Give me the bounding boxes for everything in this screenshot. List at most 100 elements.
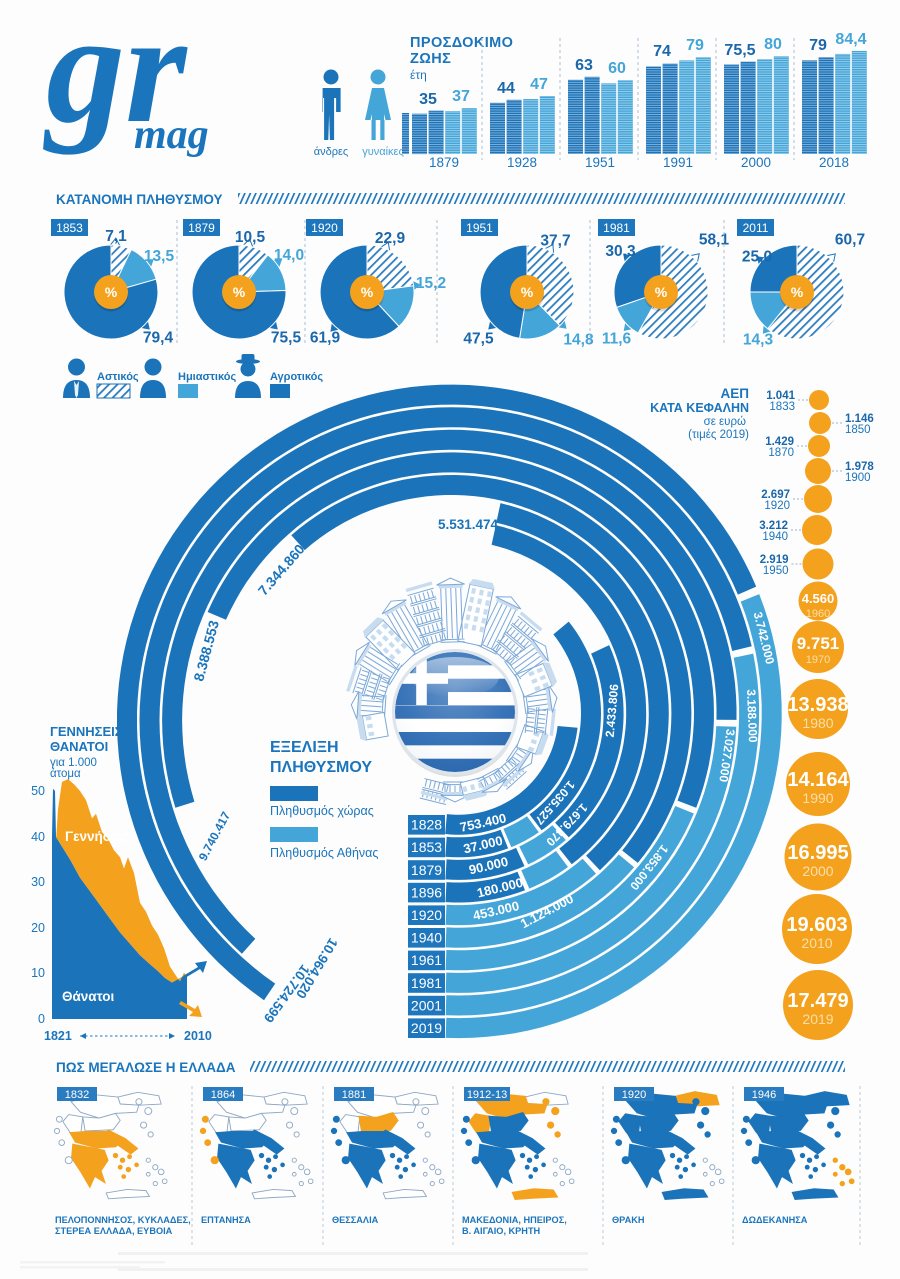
svg-text:13,5: 13,5: [144, 248, 175, 265]
svg-text:60,7: 60,7: [835, 232, 865, 249]
svg-text:1879: 1879: [429, 155, 459, 170]
svg-text:1821: 1821: [44, 1029, 72, 1043]
svg-text:1.146: 1.146: [845, 413, 874, 425]
svg-text:35: 35: [419, 91, 437, 108]
svg-text:gr: gr: [43, 0, 188, 156]
svg-text:ΘΕΣΣΑΛΙΑ: ΘΕΣΣΑΛΙΑ: [332, 1215, 379, 1225]
svg-text:61,9: 61,9: [310, 330, 341, 347]
svg-text:ΠΛΗΘΥΣΜΟΥ: ΠΛΗΘΥΣΜΟΥ: [270, 759, 372, 776]
svg-text:1920: 1920: [311, 221, 338, 235]
svg-text:74: 74: [653, 43, 671, 60]
svg-text:2011: 2011: [743, 221, 769, 235]
svg-text:%: %: [655, 284, 668, 300]
svg-text:ΘΡΑΚΗ: ΘΡΑΚΗ: [612, 1215, 645, 1225]
svg-text:5.531.474: 5.531.474: [438, 517, 499, 532]
svg-text:ΘΑΝΑΤΟΙ: ΘΑΝΑΤΟΙ: [50, 739, 108, 754]
svg-text:2.697: 2.697: [761, 489, 790, 501]
svg-text:25,0: 25,0: [742, 249, 772, 266]
svg-text:30,3: 30,3: [605, 243, 636, 260]
svg-text:1990: 1990: [802, 790, 833, 806]
svg-text:(τιμές 2019): (τιμές 2019): [688, 429, 749, 441]
svg-text:ΠΩΣ ΜΕΓΑΛΩΣΕ Η ΕΛΛΑΔΑ: ΠΩΣ ΜΕΓΑΛΩΣΕ Η ΕΛΛΑΔΑ: [56, 1060, 236, 1075]
svg-text:1850: 1850: [845, 424, 871, 436]
svg-text:1981: 1981: [411, 975, 442, 991]
svg-text:79,4: 79,4: [143, 330, 174, 347]
svg-text:Ημιαστικός: Ημιαστικός: [178, 371, 236, 383]
svg-text:έτη: έτη: [410, 68, 427, 82]
svg-text:37: 37: [452, 88, 470, 105]
svg-text:1879: 1879: [411, 862, 442, 878]
svg-text:4.560: 4.560: [802, 591, 835, 606]
svg-text:1946: 1946: [752, 1089, 776, 1101]
svg-text:ΕΞΕΛΙΞΗ: ΕΞΕΛΙΞΗ: [270, 739, 339, 756]
svg-text:2019: 2019: [802, 1011, 833, 1027]
svg-text:1870: 1870: [768, 447, 794, 459]
svg-text:2010: 2010: [801, 935, 832, 951]
svg-text:2018: 2018: [819, 155, 849, 170]
svg-text:1980: 1980: [802, 715, 833, 731]
svg-text:16.995: 16.995: [787, 842, 848, 864]
svg-text:10,5: 10,5: [235, 229, 266, 246]
svg-text:ΜΑΚΕΔΟΝΙΑ, ΗΠΕΙΡΟΣ,: ΜΑΚΕΔΟΝΙΑ, ΗΠΕΙΡΟΣ,: [462, 1215, 567, 1225]
svg-text:7,1: 7,1: [105, 228, 127, 245]
svg-text:79: 79: [809, 37, 827, 54]
svg-text:Β. ΑΙΓΑΙΟ, ΚΡΗΤΗ: Β. ΑΙΓΑΙΟ, ΚΡΗΤΗ: [462, 1226, 541, 1236]
svg-text:3.212: 3.212: [759, 520, 788, 532]
svg-text:%: %: [105, 284, 118, 300]
svg-text:Θάνατοι: Θάνατοι: [62, 989, 115, 1004]
svg-text:σε ευρώ: σε ευρώ: [704, 416, 746, 428]
svg-text:1928: 1928: [507, 155, 537, 170]
svg-text:14,0: 14,0: [274, 247, 304, 264]
svg-text:1940: 1940: [411, 930, 442, 946]
svg-text:1833: 1833: [769, 401, 795, 413]
svg-text:Αγροτικός: Αγροτικός: [270, 371, 323, 383]
svg-text:Αστικός: Αστικός: [97, 371, 139, 383]
svg-text:άνδρες: άνδρες: [314, 146, 348, 158]
svg-text:ΠΡΟΣΔΟΚΙΜΟ: ΠΡΟΣΔΟΚΙΜΟ: [410, 35, 513, 51]
svg-text:1970: 1970: [806, 654, 830, 666]
svg-text:1950: 1950: [763, 565, 789, 577]
svg-text:10: 10: [31, 966, 45, 980]
svg-text:1960: 1960: [806, 608, 830, 620]
svg-text:1900: 1900: [845, 472, 871, 484]
svg-text:13.938: 13.938: [787, 694, 848, 716]
svg-text:%: %: [791, 284, 804, 300]
svg-text:11,6: 11,6: [602, 331, 632, 348]
svg-text:50: 50: [31, 784, 45, 798]
svg-text:%: %: [521, 284, 534, 300]
svg-text:1920: 1920: [764, 500, 790, 512]
svg-text:άτομα: άτομα: [50, 768, 81, 780]
svg-text:1.429: 1.429: [765, 436, 794, 448]
svg-text:ΖΩΗΣ: ΖΩΗΣ: [410, 51, 451, 67]
svg-text:14.164: 14.164: [787, 769, 849, 791]
svg-text:mag: mag: [134, 112, 209, 158]
svg-text:2001: 2001: [411, 997, 442, 1013]
svg-text:1912-13: 1912-13: [467, 1089, 507, 1101]
svg-text:1864: 1864: [211, 1089, 235, 1101]
svg-text:1961: 1961: [411, 952, 442, 968]
svg-text:ΓΕΝΝΗΣΕΙΣ: ΓΕΝΝΗΣΕΙΣ: [50, 724, 123, 739]
svg-text:Πληθυσμός Αθήνας: Πληθυσμός Αθήνας: [270, 846, 378, 860]
svg-text:γυναίκες: γυναίκες: [362, 146, 404, 158]
svg-text:ΚΑΤΑΝΟΜΗ ΠΛΗΘΥΣΜΟΥ: ΚΑΤΑΝΟΜΗ ΠΛΗΘΥΣΜΟΥ: [56, 192, 222, 207]
svg-text:20: 20: [31, 921, 45, 935]
svg-text:ΔΩΔΕΚΑΝΗΣΑ: ΔΩΔΕΚΑΝΗΣΑ: [742, 1215, 808, 1225]
svg-text:1896: 1896: [411, 884, 442, 900]
svg-text:2.919: 2.919: [760, 554, 789, 566]
svg-text:%: %: [361, 284, 374, 300]
svg-text:1832: 1832: [65, 1089, 89, 1101]
svg-text:0: 0: [38, 1012, 45, 1026]
svg-text:1828: 1828: [411, 817, 442, 833]
svg-text:2010: 2010: [184, 1029, 212, 1043]
svg-text:30: 30: [31, 875, 45, 889]
svg-text:ΠΕΛΟΠΟΝΝΗΣΟΣ, ΚΥΚΛΑΔΕΣ,: ΠΕΛΟΠΟΝΝΗΣΟΣ, ΚΥΚΛΑΔΕΣ,: [55, 1215, 191, 1225]
svg-text:58,1: 58,1: [699, 232, 730, 249]
svg-text:15,2: 15,2: [416, 275, 446, 292]
svg-text:14,3: 14,3: [743, 332, 774, 349]
svg-text:1940: 1940: [762, 531, 788, 543]
svg-text:ΑΕΠ: ΑΕΠ: [720, 386, 749, 401]
svg-text:1991: 1991: [663, 155, 693, 170]
svg-text:17.479: 17.479: [787, 990, 848, 1012]
svg-text:40: 40: [31, 830, 45, 844]
svg-text:2000: 2000: [741, 155, 771, 170]
